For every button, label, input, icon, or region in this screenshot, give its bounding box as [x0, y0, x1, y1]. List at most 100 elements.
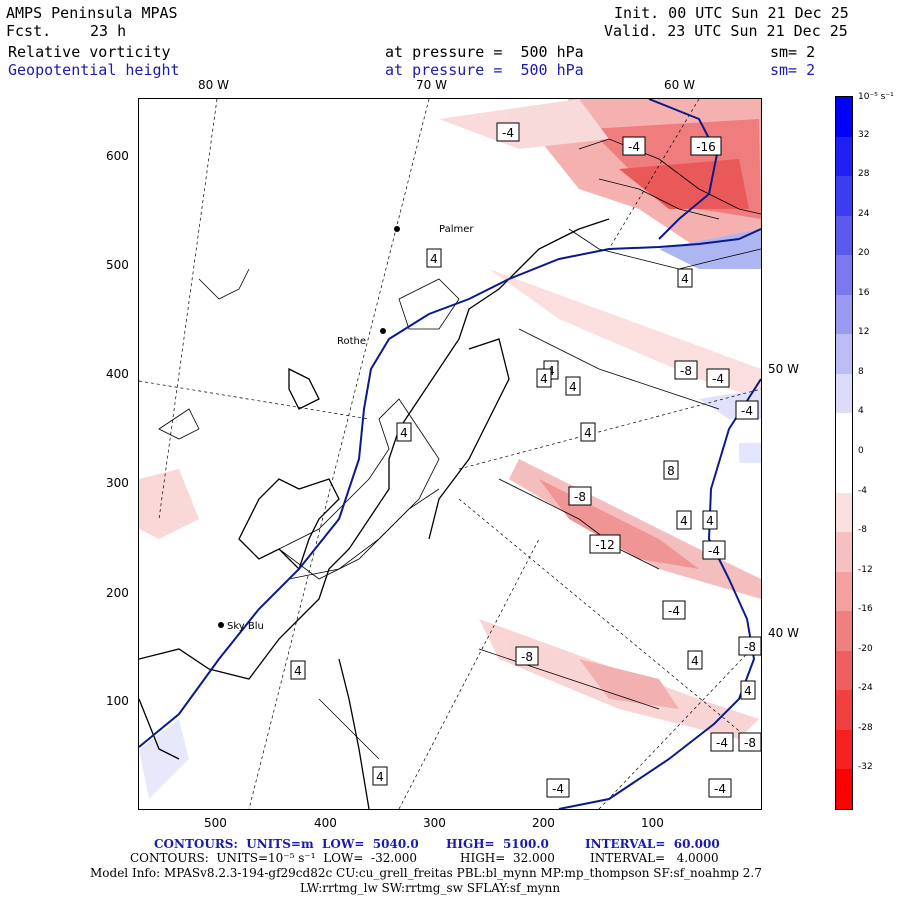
lon-label-70w: 70 W: [416, 78, 447, 92]
forecast-hour: 23 h: [90, 22, 127, 40]
contour-label-box: [589, 534, 621, 554]
station-palmer-dot: [394, 226, 400, 232]
contour-label: 4: [680, 514, 688, 528]
contour-label: 4: [584, 426, 592, 440]
contour-label-box: [565, 376, 581, 396]
contour-label-box: [496, 122, 520, 142]
colorbar-tick: 8: [858, 366, 864, 377]
colorbar-segment: [836, 215, 852, 256]
contour-label-box: [580, 422, 596, 442]
lon-label-80w: 80 W: [198, 78, 229, 92]
colorbar-tick: 20: [858, 248, 870, 259]
contour-label: -16: [696, 140, 716, 154]
colorbar-tick: -8: [858, 525, 867, 536]
field2-level: at pressure = 500 hPa: [385, 61, 584, 79]
y-tick: 200: [106, 586, 129, 600]
contour-label: -4: [502, 126, 514, 140]
forecast-label: Fcst.: [6, 22, 52, 40]
colorbar-segment: [836, 294, 852, 335]
contour-label-box: [706, 368, 730, 388]
vorticity-contour-info-b: HIGH= 32.000: [460, 851, 555, 865]
stations: Palmer Rothe Sky Blu: [218, 224, 474, 632]
contour-label: -4: [741, 404, 753, 418]
contour-label-box: [735, 400, 759, 420]
colorbar-segment: [836, 729, 852, 770]
colorbar-tick: -28: [858, 722, 873, 733]
contour-label-box: [663, 460, 679, 480]
colorbar-segment: [836, 650, 852, 691]
contour-label: 4: [681, 272, 689, 286]
colorbar-segment: [836, 176, 852, 217]
field2-name: Geopotential height: [8, 61, 180, 79]
station-palmer: Palmer: [439, 224, 474, 235]
contour-label-box: [546, 778, 570, 798]
colorbar-segment: [836, 453, 852, 494]
contour-label: 4: [376, 770, 384, 784]
lon-label-50w: 50 W: [768, 362, 799, 376]
colorbar-tick: -20: [858, 643, 873, 654]
map-plot[interactable]: Palmer Rothe Sky Blu -4 -4 -16 4 4 4 -8 -4 4 4 4 -4…: [138, 98, 762, 810]
contour-label-box: [708, 778, 732, 798]
y-tick: 500: [106, 258, 129, 272]
graticule: [139, 99, 761, 809]
height-contour-info-c: INTERVAL= 60.000: [585, 837, 720, 851]
station-sky-blu-dot: [218, 622, 224, 628]
colorbar-tick: -12: [858, 564, 873, 575]
contour-label-box: [690, 136, 722, 156]
contour-label-box: [290, 660, 306, 680]
contour-label-box: [676, 510, 692, 530]
colorbar-segment: [836, 532, 852, 573]
colorbar-segment: [836, 97, 852, 138]
colorbar-tick: 0: [858, 446, 864, 456]
colorbar: [835, 96, 853, 810]
contour-label: -8: [574, 490, 586, 504]
contour-label: -4: [552, 782, 564, 796]
contour-label: -8: [744, 736, 756, 750]
colorbar-tick: 28: [858, 169, 870, 180]
contour-label-box: [372, 766, 388, 786]
colorbar-segment: [836, 413, 852, 454]
colorbar-segment: [836, 255, 852, 296]
colorbar-unit: 10⁻⁵ s⁻¹: [858, 92, 894, 102]
contour-label: 4: [744, 684, 752, 698]
colorbar-segment: [836, 690, 852, 731]
field2-smoothing: sm= 2: [770, 61, 816, 79]
height-contour-info-b: HIGH= 5100.0: [446, 837, 549, 851]
contour-label: -8: [744, 640, 756, 654]
contour-label-box: [702, 540, 726, 560]
contour-label: 4: [540, 372, 548, 386]
contour-label-box: [536, 368, 552, 388]
contour-label: -4: [714, 782, 726, 796]
contour-label-box: [738, 636, 761, 656]
x-tick: 300: [423, 816, 446, 830]
field1-level: at pressure = 500 hPa: [385, 43, 584, 61]
field1-smoothing: sm= 2: [770, 43, 816, 61]
contour-label: 8: [667, 464, 675, 478]
contour-label: -4: [628, 140, 640, 154]
contour-label: -4: [708, 544, 720, 558]
init-time: Init. 00 UTC Sun 21 Dec 25: [614, 4, 849, 22]
model-title: AMPS Peninsula MPAS: [6, 4, 178, 22]
vorticity-contour-info-c: INTERVAL= 4.0000: [590, 851, 719, 865]
map-svg: Palmer Rothe Sky Blu -4 -4 -16 4 4 4 -8 -4 4 4 4 -4…: [139, 99, 761, 809]
contour-label: 4: [691, 654, 699, 668]
y-tick: 100: [106, 694, 129, 708]
colorbar-tick: 24: [858, 208, 870, 219]
lon-label-60w: 60 W: [664, 78, 695, 92]
contour-label-box: [396, 422, 412, 442]
height-contour-info-a: CONTOURS: UNITS=m LOW= 5040.0: [154, 837, 419, 851]
colorbar-segment: [836, 492, 852, 533]
contour-labels: -4 -4 -16 4 4 4 -8 -4 4 4 4 -4 4 8 4 -8 -12 4 -4 -4 -8 4 4 -8 4 -…: [290, 122, 761, 798]
contour-label: 4: [400, 426, 408, 440]
colorbar-segment: [836, 373, 852, 414]
contour-label: 4: [706, 514, 714, 528]
colorbar-tick: 16: [858, 287, 870, 298]
colorbar-tick: -4: [858, 485, 867, 496]
lon-label-40w: 40 W: [768, 626, 799, 640]
y-tick: 400: [106, 367, 129, 381]
contour-label-box: [710, 732, 734, 752]
contour-label: -8: [521, 650, 533, 664]
colorbar-tick: 32: [858, 129, 870, 140]
contour-label: 4: [430, 252, 438, 266]
colorbar-tick: 4: [858, 406, 864, 417]
